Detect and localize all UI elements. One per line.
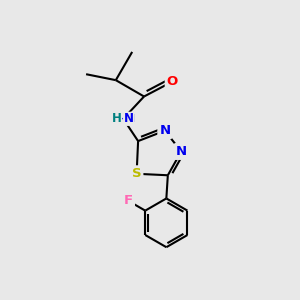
Text: F: F xyxy=(124,194,133,208)
Text: O: O xyxy=(167,75,178,88)
Text: H–N: H–N xyxy=(111,114,135,124)
Text: N: N xyxy=(124,112,134,125)
Text: N: N xyxy=(159,124,170,137)
Text: S: S xyxy=(132,167,141,180)
Text: N: N xyxy=(176,145,187,158)
Text: H: H xyxy=(112,112,122,125)
